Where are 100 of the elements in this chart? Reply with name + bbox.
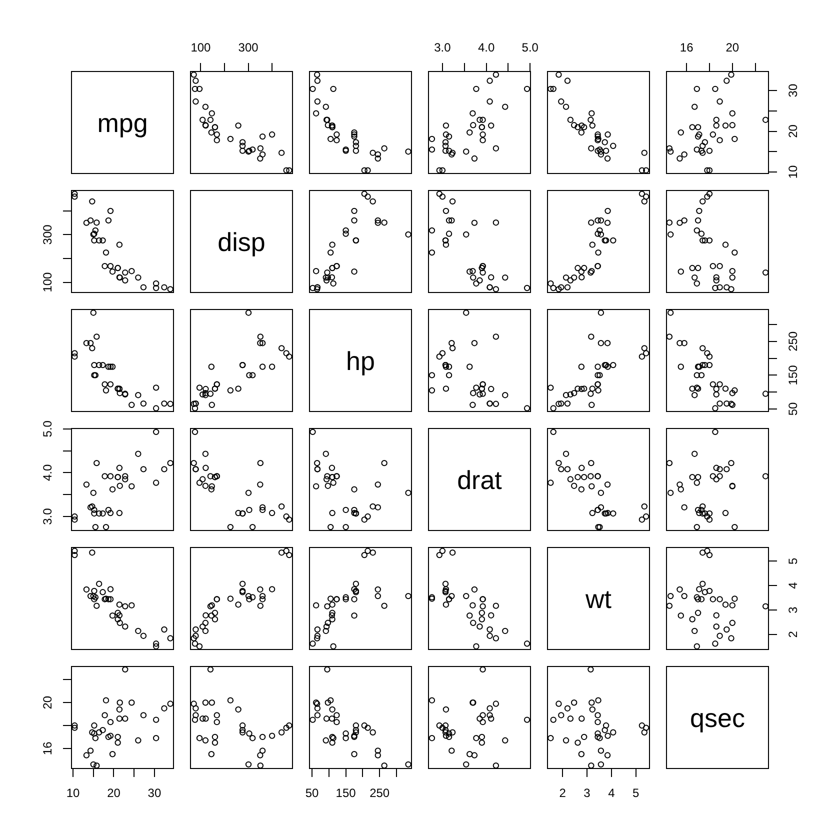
point — [713, 612, 720, 618]
point — [492, 145, 500, 152]
point — [324, 666, 330, 673]
point — [342, 227, 349, 234]
point — [442, 208, 450, 214]
point — [562, 274, 570, 281]
point — [364, 513, 371, 520]
point — [578, 268, 585, 275]
point — [268, 131, 276, 138]
point — [428, 227, 436, 234]
point — [492, 219, 500, 226]
point — [259, 364, 266, 370]
point — [729, 620, 736, 626]
point — [448, 151, 455, 158]
point — [595, 249, 602, 256]
point — [588, 145, 594, 152]
point — [374, 151, 381, 158]
point — [588, 762, 594, 769]
point — [259, 734, 266, 740]
point — [681, 592, 688, 600]
point — [446, 734, 452, 740]
point — [713, 464, 720, 471]
point — [692, 450, 698, 457]
point — [286, 516, 292, 523]
point — [312, 268, 320, 274]
point — [689, 474, 696, 480]
point — [595, 697, 602, 704]
point — [283, 350, 290, 356]
point — [732, 136, 738, 142]
y-tick-label: 20 — [786, 124, 800, 138]
point — [102, 473, 108, 480]
point — [706, 354, 713, 360]
point — [700, 503, 706, 510]
point — [207, 473, 214, 480]
point — [312, 602, 320, 608]
point — [466, 364, 473, 370]
point — [310, 284, 316, 292]
point — [712, 405, 718, 412]
point — [109, 364, 116, 370]
point — [192, 86, 198, 92]
point — [342, 594, 349, 600]
point — [564, 705, 571, 712]
point — [167, 635, 174, 642]
point — [698, 506, 705, 514]
point — [442, 242, 450, 248]
point — [208, 486, 215, 492]
point — [676, 586, 683, 593]
point — [328, 716, 336, 722]
point — [428, 697, 436, 704]
point — [641, 198, 648, 205]
point — [208, 483, 215, 490]
point — [442, 586, 450, 592]
point — [322, 737, 329, 744]
point — [96, 237, 102, 244]
point — [161, 400, 168, 407]
point — [361, 552, 368, 558]
point — [716, 632, 723, 639]
x-tick-label: 20 — [107, 786, 121, 800]
point — [442, 122, 450, 129]
point — [328, 524, 334, 530]
point — [89, 198, 96, 205]
point — [405, 761, 412, 768]
point — [257, 752, 264, 758]
point — [463, 761, 470, 768]
point — [109, 751, 116, 758]
point — [704, 167, 710, 174]
point — [105, 596, 112, 602]
point — [558, 712, 564, 718]
point — [72, 722, 78, 729]
x-tick-label: 10 — [66, 786, 80, 800]
point — [706, 516, 713, 523]
point — [114, 610, 121, 616]
point — [227, 596, 234, 602]
point — [283, 167, 290, 174]
point — [470, 390, 476, 396]
text: disp — [218, 226, 266, 256]
point — [722, 122, 729, 129]
point — [167, 286, 174, 292]
point — [578, 386, 585, 392]
point — [678, 612, 684, 619]
point — [502, 104, 508, 110]
point — [116, 482, 123, 489]
point — [641, 150, 648, 156]
point — [351, 751, 358, 758]
point — [405, 592, 412, 600]
point — [594, 131, 601, 138]
point — [351, 217, 358, 224]
point — [328, 274, 336, 280]
point — [116, 716, 123, 722]
point — [249, 735, 256, 742]
point — [87, 592, 94, 600]
point — [588, 666, 594, 673]
point — [471, 586, 478, 593]
point — [214, 718, 220, 726]
point — [122, 623, 128, 630]
point — [227, 387, 234, 394]
point — [442, 142, 449, 150]
y-tick-label: 150 — [786, 364, 800, 386]
point — [227, 524, 234, 530]
point — [700, 550, 706, 556]
